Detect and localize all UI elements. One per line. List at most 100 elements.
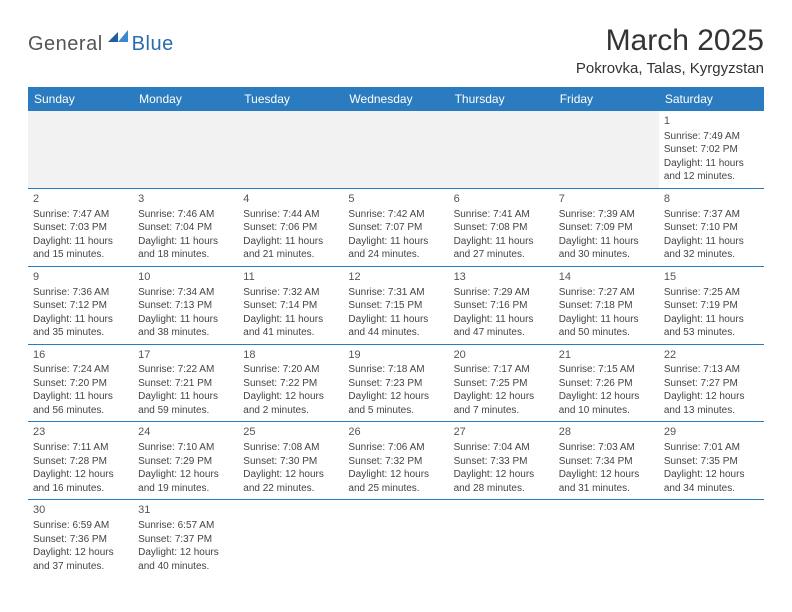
calendar-cell: 22Sunrise: 7:13 AMSunset: 7:27 PMDayligh… xyxy=(659,344,764,422)
daylight-text: Daylight: 12 hours and 5 minutes. xyxy=(348,390,443,417)
calendar-cell xyxy=(659,500,764,577)
sunset-text: Sunset: 7:02 PM xyxy=(664,143,759,157)
calendar-cell: 20Sunrise: 7:17 AMSunset: 7:25 PMDayligh… xyxy=(449,344,554,422)
daylight-text: Daylight: 11 hours and 35 minutes. xyxy=(33,313,128,340)
weekday-header: Tuesday xyxy=(238,87,343,111)
daylight-text: Daylight: 12 hours and 22 minutes. xyxy=(243,468,338,495)
month-title: March 2025 xyxy=(576,24,764,58)
daylight-text: Daylight: 12 hours and 25 minutes. xyxy=(348,468,443,495)
daylight-text: Daylight: 11 hours and 50 minutes. xyxy=(559,313,654,340)
calendar-row: 23Sunrise: 7:11 AMSunset: 7:28 PMDayligh… xyxy=(28,422,764,500)
daylight-text: Daylight: 11 hours and 27 minutes. xyxy=(454,235,549,262)
sunrise-text: Sunrise: 7:10 AM xyxy=(138,441,233,455)
day-number: 27 xyxy=(454,425,549,440)
sunrise-text: Sunrise: 7:04 AM xyxy=(454,441,549,455)
calendar-table: Sunday Monday Tuesday Wednesday Thursday… xyxy=(28,87,764,577)
day-number: 29 xyxy=(664,425,759,440)
calendar-row: 9Sunrise: 7:36 AMSunset: 7:12 PMDaylight… xyxy=(28,266,764,344)
calendar-cell: 16Sunrise: 7:24 AMSunset: 7:20 PMDayligh… xyxy=(28,344,133,422)
calendar-cell xyxy=(449,500,554,577)
sunset-text: Sunset: 7:03 PM xyxy=(33,221,128,235)
calendar-cell: 24Sunrise: 7:10 AMSunset: 7:29 PMDayligh… xyxy=(133,422,238,500)
day-number: 30 xyxy=(33,503,128,518)
calendar-cell: 29Sunrise: 7:01 AMSunset: 7:35 PMDayligh… xyxy=(659,422,764,500)
day-number: 17 xyxy=(138,348,233,363)
calendar-cell xyxy=(343,500,448,577)
sunrise-text: Sunrise: 7:01 AM xyxy=(664,441,759,455)
weekday-header-row: Sunday Monday Tuesday Wednesday Thursday… xyxy=(28,87,764,111)
sunrise-text: Sunrise: 7:11 AM xyxy=(33,441,128,455)
calendar-cell: 4Sunrise: 7:44 AMSunset: 7:06 PMDaylight… xyxy=(238,188,343,266)
sunrise-text: Sunrise: 7:47 AM xyxy=(33,208,128,222)
day-number: 25 xyxy=(243,425,338,440)
sunrise-text: Sunrise: 7:32 AM xyxy=(243,286,338,300)
daylight-text: Daylight: 11 hours and 24 minutes. xyxy=(348,235,443,262)
calendar-cell: 31Sunrise: 6:57 AMSunset: 7:37 PMDayligh… xyxy=(133,500,238,577)
sunset-text: Sunset: 7:35 PM xyxy=(664,455,759,469)
daylight-text: Daylight: 11 hours and 21 minutes. xyxy=(243,235,338,262)
sunset-text: Sunset: 7:37 PM xyxy=(138,533,233,547)
sunrise-text: Sunrise: 7:34 AM xyxy=(138,286,233,300)
day-number: 14 xyxy=(559,270,654,285)
weekday-header: Friday xyxy=(554,87,659,111)
daylight-text: Daylight: 11 hours and 30 minutes. xyxy=(559,235,654,262)
day-number: 3 xyxy=(138,192,233,207)
sunset-text: Sunset: 7:27 PM xyxy=(664,377,759,391)
daylight-text: Daylight: 12 hours and 37 minutes. xyxy=(33,546,128,573)
sunrise-text: Sunrise: 7:46 AM xyxy=(138,208,233,222)
day-number: 8 xyxy=(664,192,759,207)
calendar-cell: 11Sunrise: 7:32 AMSunset: 7:14 PMDayligh… xyxy=(238,266,343,344)
sunset-text: Sunset: 7:20 PM xyxy=(33,377,128,391)
daylight-text: Daylight: 11 hours and 44 minutes. xyxy=(348,313,443,340)
daylight-text: Daylight: 11 hours and 12 minutes. xyxy=(664,157,759,184)
daylight-text: Daylight: 12 hours and 19 minutes. xyxy=(138,468,233,495)
sunset-text: Sunset: 7:23 PM xyxy=(348,377,443,391)
sunrise-text: Sunrise: 6:59 AM xyxy=(33,519,128,533)
daylight-text: Daylight: 12 hours and 13 minutes. xyxy=(664,390,759,417)
sunrise-text: Sunrise: 7:03 AM xyxy=(559,441,654,455)
daylight-text: Daylight: 12 hours and 31 minutes. xyxy=(559,468,654,495)
daylight-text: Daylight: 11 hours and 47 minutes. xyxy=(454,313,549,340)
calendar-cell: 19Sunrise: 7:18 AMSunset: 7:23 PMDayligh… xyxy=(343,344,448,422)
day-number: 15 xyxy=(664,270,759,285)
daylight-text: Daylight: 12 hours and 10 minutes. xyxy=(559,390,654,417)
sunset-text: Sunset: 7:28 PM xyxy=(33,455,128,469)
daylight-text: Daylight: 12 hours and 16 minutes. xyxy=(33,468,128,495)
sunset-text: Sunset: 7:13 PM xyxy=(138,299,233,313)
calendar-cell: 6Sunrise: 7:41 AMSunset: 7:08 PMDaylight… xyxy=(449,188,554,266)
sunrise-text: Sunrise: 7:31 AM xyxy=(348,286,443,300)
logo-text-blue: Blue xyxy=(132,33,174,56)
calendar-cell xyxy=(238,500,343,577)
title-block: March 2025 Pokrovka, Talas, Kyrgyzstan xyxy=(576,24,764,77)
day-number: 26 xyxy=(348,425,443,440)
daylight-text: Daylight: 11 hours and 53 minutes. xyxy=(664,313,759,340)
sunrise-text: Sunrise: 7:41 AM xyxy=(454,208,549,222)
sunset-text: Sunset: 7:29 PM xyxy=(138,455,233,469)
sunset-text: Sunset: 7:08 PM xyxy=(454,221,549,235)
daylight-text: Daylight: 11 hours and 59 minutes. xyxy=(138,390,233,417)
calendar-row: 30Sunrise: 6:59 AMSunset: 7:36 PMDayligh… xyxy=(28,500,764,577)
day-number: 23 xyxy=(33,425,128,440)
sunrise-text: Sunrise: 7:37 AM xyxy=(664,208,759,222)
calendar-cell: 25Sunrise: 7:08 AMSunset: 7:30 PMDayligh… xyxy=(238,422,343,500)
calendar-cell xyxy=(449,111,554,188)
day-number: 16 xyxy=(33,348,128,363)
day-number: 22 xyxy=(664,348,759,363)
calendar-cell: 8Sunrise: 7:37 AMSunset: 7:10 PMDaylight… xyxy=(659,188,764,266)
sunrise-text: Sunrise: 7:13 AM xyxy=(664,363,759,377)
day-number: 28 xyxy=(559,425,654,440)
daylight-text: Daylight: 11 hours and 15 minutes. xyxy=(33,235,128,262)
logo: General Blue xyxy=(28,30,174,59)
daylight-text: Daylight: 11 hours and 56 minutes. xyxy=(33,390,128,417)
day-number: 20 xyxy=(454,348,549,363)
day-number: 12 xyxy=(348,270,443,285)
sunrise-text: Sunrise: 7:49 AM xyxy=(664,130,759,144)
sunrise-text: Sunrise: 7:44 AM xyxy=(243,208,338,222)
calendar-cell: 26Sunrise: 7:06 AMSunset: 7:32 PMDayligh… xyxy=(343,422,448,500)
weekday-header: Wednesday xyxy=(343,87,448,111)
day-number: 11 xyxy=(243,270,338,285)
calendar-cell: 1Sunrise: 7:49 AMSunset: 7:02 PMDaylight… xyxy=(659,111,764,188)
sunset-text: Sunset: 7:15 PM xyxy=(348,299,443,313)
sunset-text: Sunset: 7:34 PM xyxy=(559,455,654,469)
sunrise-text: Sunrise: 7:22 AM xyxy=(138,363,233,377)
